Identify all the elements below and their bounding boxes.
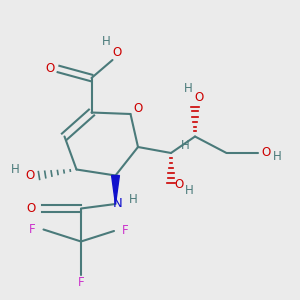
Text: O: O (26, 202, 35, 215)
Text: O: O (262, 146, 271, 160)
Text: F: F (29, 223, 35, 236)
Text: O: O (175, 178, 184, 191)
Text: F: F (122, 224, 129, 238)
Text: O: O (45, 62, 54, 76)
Text: H: H (184, 82, 193, 95)
Text: O: O (26, 169, 34, 182)
Text: H: H (102, 35, 111, 49)
Text: H: H (11, 163, 20, 176)
Polygon shape (112, 176, 119, 204)
Text: H: H (184, 184, 194, 197)
Text: F: F (78, 275, 84, 289)
Text: O: O (112, 46, 122, 59)
Text: O: O (194, 91, 203, 104)
Text: N: N (113, 196, 123, 210)
Text: H: H (273, 149, 282, 163)
Text: H: H (129, 193, 138, 206)
Text: H: H (181, 139, 190, 152)
Text: O: O (134, 102, 142, 115)
